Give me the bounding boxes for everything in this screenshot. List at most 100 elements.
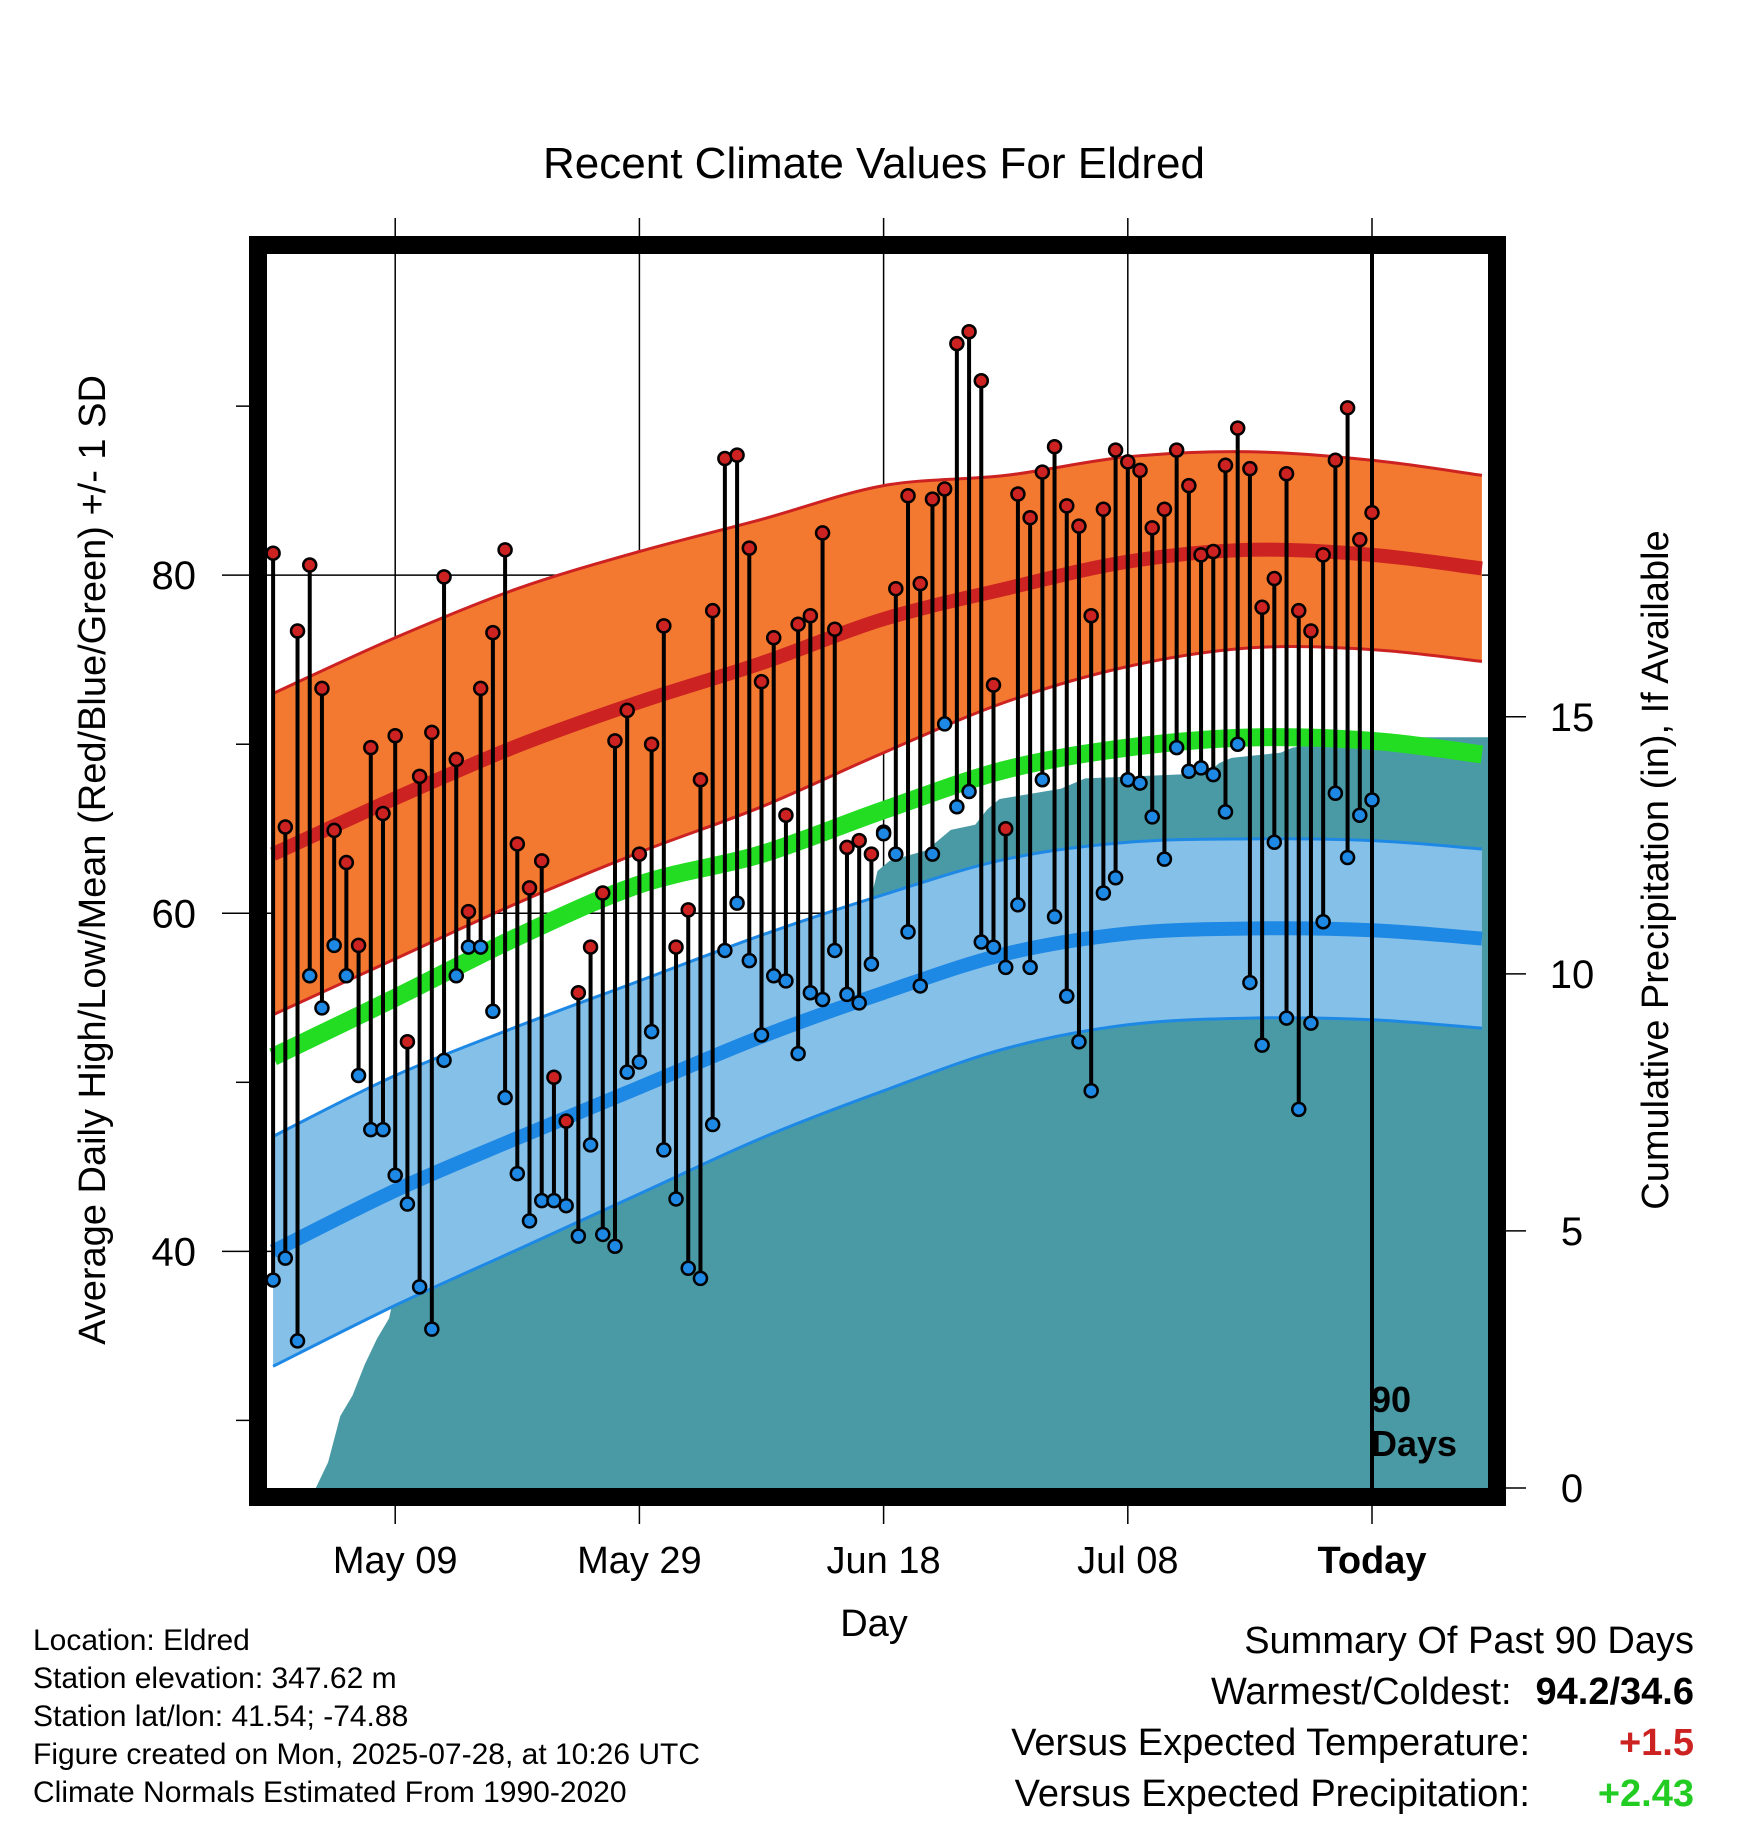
daily-low-point (521, 1213, 538, 1229)
daily-high-point (1290, 602, 1307, 619)
daily-high-point (424, 724, 440, 741)
daily-low-point (1229, 736, 1246, 752)
y2-tick-label: 10 (1550, 953, 1595, 997)
daily-low-point (1205, 766, 1222, 783)
daily-low-point (1046, 908, 1063, 925)
y2-tick-label: 5 (1561, 1210, 1583, 1254)
y2-tick-label: 0 (1561, 1467, 1583, 1511)
daily-low-point (1144, 809, 1160, 825)
daily-low-point (558, 1197, 574, 1214)
daily-high-point (692, 771, 709, 788)
daily-low-point (424, 1321, 440, 1337)
daily-high-point (1315, 547, 1331, 563)
daily-high-point (1144, 520, 1160, 536)
daily-high-point (375, 805, 391, 822)
daily-high-point (912, 575, 928, 592)
daily-high-point (680, 902, 696, 918)
daily-low-point (497, 1089, 513, 1106)
daily-high-point (1205, 543, 1222, 560)
daily-high-point (1254, 599, 1270, 616)
daily-low-point (595, 1226, 611, 1243)
daily-low-point (863, 956, 880, 972)
daily-low-point (1254, 1037, 1270, 1053)
daily-low-point (1022, 959, 1038, 976)
x-tick-label: Jul 08 (1077, 1540, 1178, 1582)
low-band (273, 838, 1482, 1367)
daily-high-point (1107, 442, 1124, 458)
daily-high-point (1242, 460, 1258, 477)
daily-low-point (314, 1000, 330, 1016)
x-tick-label: Jun 18 (827, 1540, 941, 1582)
warm-cold-label: Warmest/Coldest: (1210, 1671, 1512, 1713)
daily-high-point (277, 819, 294, 835)
daily-low-point (1290, 1101, 1307, 1118)
y-tick-label: 80 (152, 554, 197, 598)
daily-low-point (704, 1116, 721, 1133)
daily-low-point (1242, 974, 1258, 991)
daily-low-point (338, 968, 355, 984)
daily-high-point (1266, 570, 1283, 587)
daily-high-point (1339, 400, 1356, 416)
daily-high-point (827, 621, 843, 638)
daily-low-point (1107, 870, 1124, 886)
daily-low-point (680, 1260, 696, 1276)
daily-high-point (729, 447, 745, 463)
daily-high-point (619, 702, 635, 719)
daily-low-point (509, 1165, 526, 1182)
daily-high-point (814, 525, 831, 541)
daily-high-point (765, 629, 782, 646)
daily-high-point (533, 853, 550, 869)
daily-high-point (436, 569, 452, 585)
x-tick-label: May 09 (333, 1540, 458, 1582)
mean-normal-line (269, 728, 1484, 1066)
daily-high-point (1229, 420, 1246, 436)
daily-low-point (1193, 760, 1209, 776)
elevation-text: Station elevation: 347.62 m (33, 1662, 397, 1695)
temp-label: Versus Expected Temperature: (1011, 1722, 1530, 1764)
daily-low-point (1278, 1010, 1295, 1026)
daily-high-point (1034, 464, 1051, 480)
daily-low-point (582, 1137, 599, 1153)
daily-low-point (326, 937, 342, 954)
daily-low-point (1327, 785, 1344, 801)
summary-title: Summary Of Past 90 Days (1244, 1620, 1694, 1662)
daily-high-point (521, 880, 538, 896)
daily-high-point (802, 607, 819, 624)
daily-high-point (595, 885, 611, 901)
daily-high-point (546, 1069, 562, 1085)
temp-value: +1.5 (1618, 1722, 1694, 1764)
daily-low-point (265, 1272, 281, 1288)
daily-high-point (985, 677, 1002, 693)
daily-low-point (289, 1333, 306, 1349)
daily-low-point (997, 959, 1014, 976)
daily-observations (265, 324, 1380, 1349)
daily-high-point (1352, 531, 1368, 548)
daily-high-point (301, 557, 318, 573)
daily-high-point (1071, 518, 1087, 534)
station-info: Location: Eldred Station elevation: 347.… (33, 1622, 700, 1812)
chart-title: Recent Climate Values For Eldred (543, 139, 1205, 188)
daily-high-point (961, 324, 977, 340)
precip-value: +2.43 (1597, 1773, 1694, 1815)
daily-high-point (265, 545, 281, 561)
daily-low-point (631, 1054, 648, 1070)
daily-low-point (924, 846, 941, 862)
daily-low-point (814, 991, 831, 1008)
daily-high-point (338, 854, 355, 871)
daily-high-point (1156, 501, 1173, 518)
daily-low-point (753, 1027, 770, 1043)
daily-low-point (1095, 885, 1112, 901)
today-days-label: 90 Days (1371, 1379, 1457, 1464)
daily-high-point (350, 937, 367, 954)
precip-label: Versus Expected Precipitation: (1014, 1773, 1530, 1815)
daily-low-point (643, 1023, 660, 1040)
daily-low-point (1168, 739, 1185, 756)
daily-low-point (375, 1121, 391, 1138)
daily-high-point (472, 680, 489, 697)
daily-high-point (1083, 607, 1099, 624)
daily-high-point (1010, 486, 1026, 502)
daily-low-point (1156, 851, 1173, 867)
daily-low-point (985, 939, 1002, 955)
daily-high-point (790, 616, 806, 632)
daily-low-point (656, 1142, 672, 1158)
